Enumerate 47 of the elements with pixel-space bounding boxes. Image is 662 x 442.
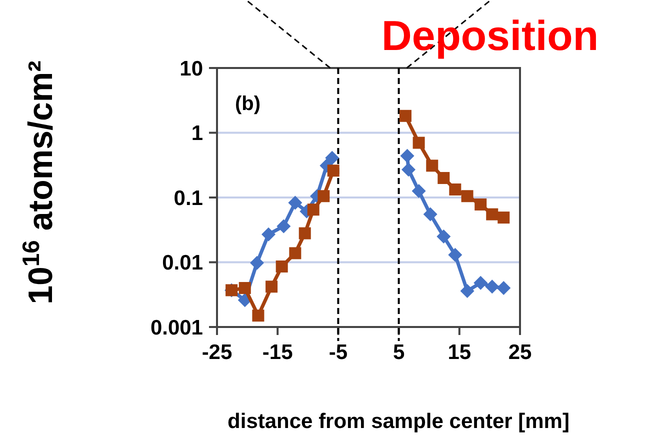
x-tick-label: 15 <box>448 341 472 364</box>
point <box>325 150 340 165</box>
point <box>496 281 511 296</box>
point <box>486 208 498 220</box>
point <box>461 190 474 202</box>
point <box>474 198 487 210</box>
point <box>412 184 426 198</box>
point <box>262 227 276 242</box>
point <box>250 256 264 270</box>
y-tick-label: 0.1 <box>174 186 204 210</box>
point <box>460 284 474 298</box>
x-tick-label: -25 <box>202 341 232 364</box>
x-tick-label: 5 <box>392 341 405 364</box>
x-tick-label: -5 <box>328 341 348 364</box>
x-axis-title: distance from sample center [mm] <box>228 410 570 433</box>
y-tick-label: 0.01 <box>162 252 204 275</box>
point <box>423 207 438 222</box>
y-tick-label: 10 <box>180 57 203 80</box>
point <box>400 148 414 163</box>
point <box>289 247 302 260</box>
point <box>436 229 451 244</box>
point <box>288 196 302 210</box>
x-tick-label: 25 <box>508 341 532 364</box>
point <box>449 183 462 196</box>
point <box>448 248 462 262</box>
x-tick-label: -15 <box>262 341 294 364</box>
point <box>426 160 438 172</box>
point <box>474 276 488 290</box>
point <box>412 136 425 149</box>
point <box>276 219 291 234</box>
point <box>485 280 500 294</box>
point <box>307 204 320 216</box>
point <box>266 280 278 293</box>
point <box>327 164 340 177</box>
point <box>276 260 288 272</box>
point <box>498 212 510 224</box>
point <box>298 227 311 240</box>
annotation: (b) <box>235 93 261 115</box>
point <box>401 162 416 177</box>
chart-title: Deposition <box>382 12 598 59</box>
y-tick-label: 0.001 <box>150 316 204 340</box>
y-tick-label: 1 <box>191 122 204 146</box>
point <box>318 190 330 202</box>
point <box>238 282 251 294</box>
point <box>252 310 264 322</box>
point <box>438 172 450 184</box>
point <box>399 110 412 122</box>
